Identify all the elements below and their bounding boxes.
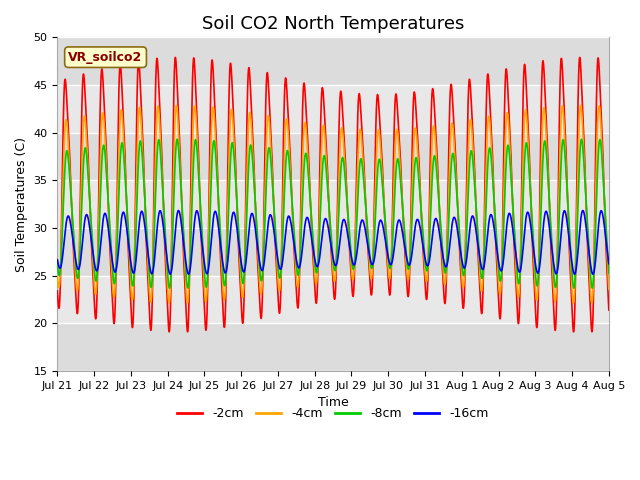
-2cm [576,55,584,60]
Bar [58,37,609,85]
X-axis label: Time: Time [317,396,349,409]
Y-axis label: Soil Temperatures (C): Soil Temperatures (C) [15,137,28,272]
Bar [58,276,609,324]
-8cm [154,145,161,151]
-2cm [264,78,272,84]
-4cm [384,264,392,270]
-8cm [54,261,61,266]
-8cm [605,271,612,276]
-8cm [578,136,586,142]
-2cm [154,59,161,65]
-4cm [570,300,577,306]
-4cm [412,128,420,133]
-2cm [605,307,612,313]
-4cm [154,105,161,110]
Bar [58,324,609,371]
-2cm [507,151,515,157]
-16cm [507,214,515,220]
Line: -2cm: -2cm [58,58,609,332]
-16cm [54,257,61,263]
-2cm [54,288,61,294]
-16cm [264,220,272,226]
Bar [58,85,609,132]
-4cm [605,287,612,292]
-8cm [412,155,420,160]
-8cm [507,169,515,175]
-16cm [175,208,182,214]
-8cm [465,175,473,180]
-16cm [385,254,392,260]
-16cm [154,221,161,227]
-4cm [465,135,473,141]
Line: -16cm: -16cm [58,211,609,274]
-2cm [165,329,173,335]
-4cm [507,164,515,169]
-16cm [465,234,473,240]
Bar [58,132,609,180]
Title: Soil CO2 North Temperatures: Soil CO2 North Temperatures [202,15,464,33]
-4cm [577,103,584,108]
Legend: -2cm, -4cm, -8cm, -16cm: -2cm, -4cm, -8cm, -16cm [172,402,494,425]
-8cm [384,253,392,259]
-16cm [571,271,579,277]
-2cm [385,276,392,282]
-2cm [465,79,473,85]
-16cm [605,261,612,266]
-16cm [412,219,420,225]
Bar [58,228,609,276]
-8cm [264,149,272,155]
-4cm [264,113,272,119]
-2cm [412,109,420,115]
-4cm [54,274,61,279]
Line: -4cm: -4cm [58,106,609,303]
-8cm [570,285,578,291]
Line: -8cm: -8cm [58,139,609,288]
Bar [58,180,609,228]
Text: VR_soilco2: VR_soilco2 [68,51,143,64]
